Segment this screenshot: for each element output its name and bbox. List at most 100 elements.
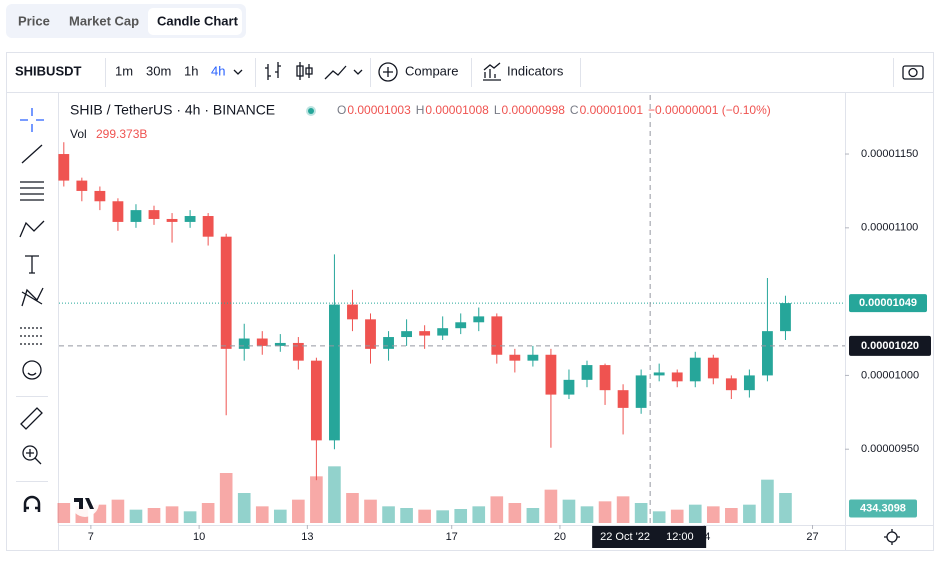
volume-bar (418, 509, 431, 523)
zoom-tool[interactable] (22, 445, 38, 461)
volume-bar (688, 504, 702, 523)
volume-bar (598, 501, 612, 523)
screenshot-icon[interactable] (902, 65, 924, 80)
volume-bar (725, 508, 738, 523)
volume-bar (237, 493, 251, 523)
candle-body (256, 338, 268, 346)
ohlc-key: C (570, 103, 579, 117)
y-tick-label: 0.00001150 (861, 148, 918, 160)
ohlc-value: 0.00001001 (580, 103, 644, 117)
y-tick-label: 0.00000950 (861, 443, 919, 455)
screenshot-icon[interactable] (908, 67, 918, 78)
candle-body (401, 331, 413, 338)
tab[interactable]: Candle Chart (157, 13, 239, 28)
compare-button[interactable]: Compare (405, 63, 458, 78)
ohlc-value: 0.00001003 (347, 103, 411, 117)
x-tick-label: 10 (193, 531, 205, 543)
ohlc-key: H (416, 103, 425, 117)
text-tool[interactable] (25, 255, 39, 274)
volume-bar (111, 499, 125, 523)
volume-bar (310, 476, 323, 523)
magnet-tool[interactable] (23, 495, 41, 512)
volume-bar (616, 496, 630, 523)
candle-body (292, 342, 304, 361)
ohlc-key: L (494, 103, 501, 117)
candle-body (689, 357, 701, 382)
symbol[interactable]: SHIBUSDT (15, 63, 82, 78)
candle-body (762, 331, 773, 376)
candle-body (599, 365, 611, 391)
crosshair-tool[interactable] (20, 108, 44, 132)
candle-body (473, 316, 485, 323)
prediction-tool[interactable] (20, 327, 44, 345)
candle-body (365, 319, 376, 349)
candle-body (220, 236, 232, 349)
ohlc-value: 0.00000998 (502, 103, 566, 117)
candle-body (184, 216, 196, 222)
x-tick-label: 7 (88, 531, 94, 543)
volume-value: 299.373B (96, 127, 147, 141)
trendline-tool[interactable] (21, 144, 43, 164)
candle-body (437, 328, 449, 336)
compare-icon[interactable] (383, 67, 393, 77)
candle-body (76, 180, 88, 191)
candles-icon[interactable] (296, 62, 313, 80)
candle-body (581, 365, 593, 380)
candle-body (148, 210, 160, 219)
volume-bar (580, 506, 594, 523)
zoom-tool[interactable] (26, 449, 42, 465)
pattern-tool[interactable] (21, 287, 44, 307)
interval[interactable]: 1h (184, 63, 198, 78)
candle-body (780, 303, 791, 332)
candle-body (563, 379, 575, 395)
chart-title: SHIB / TetherUS · 4h · BINANCE (70, 102, 275, 118)
tab[interactable]: Market Cap (69, 13, 139, 28)
candle-body (707, 357, 719, 379)
last-price-badge (849, 294, 927, 313)
tab[interactable]: Price (18, 13, 50, 28)
interval[interactable]: 4h (211, 63, 225, 78)
compare-icon[interactable] (378, 62, 398, 82)
x-tick-label: 13 (301, 531, 313, 543)
ruler-tool[interactable] (20, 407, 43, 430)
crosshair-time: 12:00 (666, 531, 694, 543)
crosshair-x-badge (592, 526, 707, 548)
candle-body (419, 331, 431, 336)
volume-bar (436, 510, 449, 523)
volume-bar (129, 509, 143, 523)
active-tab[interactable] (148, 8, 242, 35)
dropdown-icon[interactable] (353, 69, 363, 75)
candle-body (238, 338, 250, 349)
emoji-tool[interactable] (27, 372, 37, 376)
candle-body (509, 354, 521, 361)
area-icon[interactable] (324, 65, 347, 80)
volume-bar (472, 506, 486, 523)
volume-bar (292, 499, 305, 523)
y-tick-label: 0.00001000 (861, 369, 919, 381)
candle-body (58, 154, 70, 181)
volume-bar (273, 509, 287, 523)
logo (74, 498, 94, 509)
status-dot (308, 108, 314, 114)
plot: 0.00000950 0.00001000 0.00001100 0.00001150… (57, 95, 931, 548)
fib-tool[interactable] (20, 181, 44, 201)
volume-bar (328, 466, 341, 523)
indicators-icon[interactable] (483, 62, 501, 81)
volume-bar (454, 509, 468, 523)
volume-bar (544, 489, 558, 523)
candle-body (743, 375, 755, 391)
candle-body (112, 201, 124, 222)
volume-bar (201, 503, 215, 523)
settings-icon[interactable] (884, 529, 900, 545)
interval[interactable]: 1m (115, 63, 133, 78)
candle-body (653, 372, 665, 376)
ohlc-legend: O 0.00001003 H 0.00001008 L 0.00000998 C 0.0000… (337, 103, 771, 117)
interval[interactable]: 30m (146, 63, 171, 78)
candle-body (617, 390, 629, 408)
emoji-tool[interactable] (22, 360, 42, 380)
bars-icon[interactable] (265, 62, 281, 80)
indicators-button[interactable]: Indicators (507, 63, 564, 78)
dropdown-icon[interactable] (233, 69, 243, 75)
brush-tool[interactable] (19, 220, 45, 238)
